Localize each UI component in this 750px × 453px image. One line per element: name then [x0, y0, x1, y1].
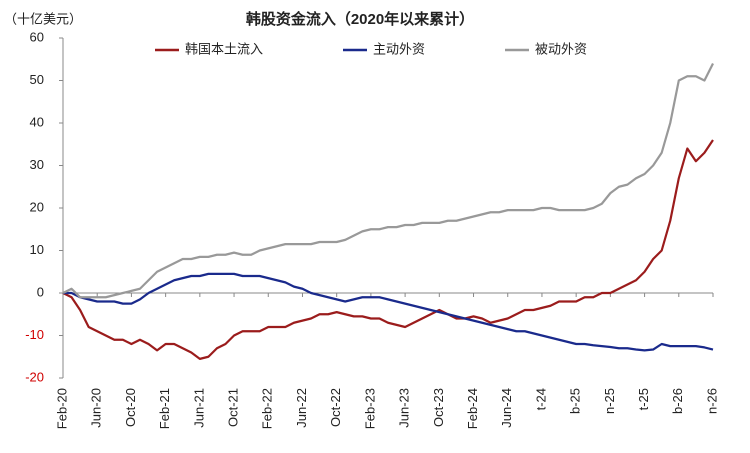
legend-label: 被动外资	[535, 41, 587, 56]
x-tick-label: Jun-21	[191, 388, 206, 428]
y-tick-label: -10	[25, 327, 44, 342]
chart-title: 韩股资金流入（2020年以来累计）	[246, 10, 474, 28]
x-tick-label: Oct-23	[431, 388, 446, 427]
y-tick-label: 0	[37, 284, 44, 299]
x-tick-label: Jun-20	[89, 388, 104, 428]
x-tick-label: Oct-20	[123, 388, 138, 427]
y-tick-label: 20	[30, 199, 44, 214]
x-tick-label: Feb-24	[465, 388, 480, 429]
x-tick-label: b-25	[568, 388, 583, 414]
x-tick-label: n-26	[704, 388, 719, 414]
y-tick-label: -20	[25, 369, 44, 384]
x-tick-label: Feb-20	[54, 388, 69, 429]
x-tick-label: Jun-23	[397, 388, 412, 428]
x-tick-label: Feb-22	[260, 388, 275, 429]
x-tick-label: t-24	[533, 388, 548, 410]
x-tick-label: Jun-24	[499, 388, 514, 428]
x-tick-label: n-25	[602, 388, 617, 414]
x-tick-label: Feb-23	[362, 388, 377, 429]
x-tick-label: b-26	[670, 388, 685, 414]
y-tick-label: 30	[30, 157, 44, 172]
y-tick-label: 10	[30, 242, 44, 257]
series-line	[62, 139, 714, 360]
x-tick-label: t-25	[636, 388, 651, 410]
legend-label: 主动外资	[373, 41, 425, 56]
x-tick-label: Feb-21	[157, 388, 172, 429]
y-tick-label: 40	[30, 114, 44, 129]
series-line	[62, 63, 714, 299]
series-line	[63, 272, 714, 352]
y-axis-label: （十亿美元）	[4, 11, 82, 26]
x-tick-label: Oct-21	[225, 388, 240, 427]
y-tick-label: 60	[30, 29, 44, 44]
x-tick-label: Jun-22	[294, 388, 309, 428]
y-tick-label: 50	[30, 72, 44, 87]
x-tick-label: Oct-22	[328, 388, 343, 427]
legend-label: 韩国本土流入	[185, 41, 263, 56]
